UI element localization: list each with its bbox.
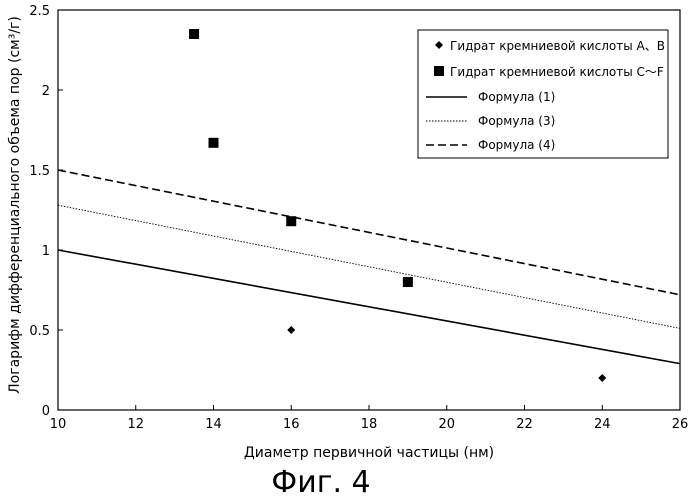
diamond-point [598,374,606,382]
diamond-point [287,326,295,334]
x-tick-label: 14 [205,417,222,432]
y-tick-label: 2.5 [29,4,50,19]
lines-layer [58,170,680,364]
series-line-formula-4 [58,170,680,295]
x-tick-label: 10 [50,417,67,432]
x-tick-label: 22 [516,417,533,432]
series-line-formula-2 [58,250,680,364]
legend-label: Формула (4) [478,138,555,152]
figure-caption: Фиг. 4 [271,465,370,500]
y-tick-label: 0 [42,404,50,419]
legend-square-marker [434,66,444,76]
x-tick-label: 12 [127,417,144,432]
legend-label: Гидрат кремниевой кислоты A、B [450,39,665,53]
square-point [189,29,199,39]
square-point [403,277,413,287]
x-tick-label: 26 [672,417,689,432]
x-tick-label: 16 [283,417,300,432]
y-tick-label: 2 [42,84,50,99]
y-axis-label: Логарифм дифференциального объема пор (с… [7,16,23,394]
square-point [286,216,296,226]
legend-label: Гидрат кремниевой кислоты C〜F [450,65,664,79]
x-tick-label: 18 [361,417,378,432]
y-tick-label: 1 [42,244,50,259]
legend-label: Формула (3) [478,114,555,128]
y-tick-label: 0.5 [29,324,50,339]
x-tick-label: 24 [594,417,611,432]
legend: Гидрат кремниевой кислоты A、B Гидрат крем… [418,30,668,158]
legend-label: Формула (1) [478,90,555,104]
y-tick-label: 1.5 [29,164,50,179]
x-axis-label: Диаметр первичной частицы (нм) [244,445,494,461]
square-point [209,138,219,148]
x-tick-label: 20 [438,417,455,432]
